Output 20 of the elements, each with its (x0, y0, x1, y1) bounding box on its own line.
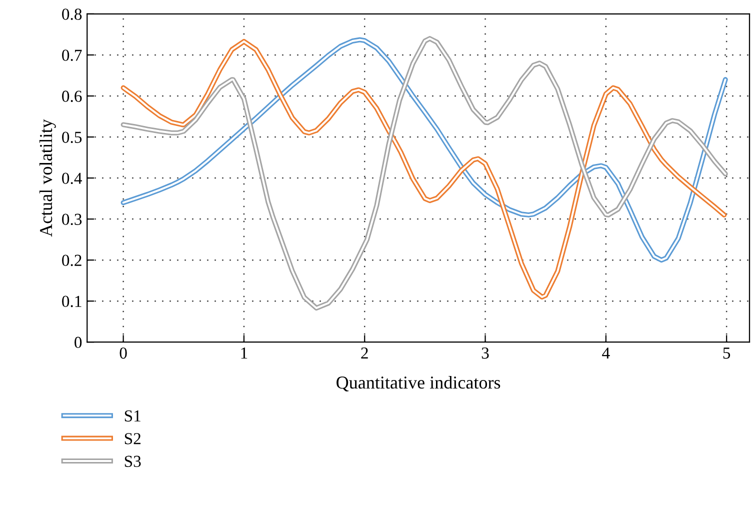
x-axis-title: Quantitative indicators (336, 376, 500, 392)
legend-label: S3 (124, 456, 141, 468)
y-tick-label: 0 (74, 336, 82, 348)
legend-label: S2 (124, 433, 140, 444)
y-tick-label: 0.4 (62, 172, 82, 184)
x-tick-label: 5 (723, 348, 730, 359)
y-tick-label: 0.3 (62, 214, 82, 226)
y-tick-label: 0.8 (62, 8, 82, 20)
legend-label: S1 (124, 410, 140, 422)
x-tick-label: 1 (241, 348, 248, 359)
x-tick-label: 4 (602, 348, 610, 359)
y-tick-label: 0.7 (62, 50, 82, 61)
x-tick-label: 2 (361, 348, 368, 359)
y-tick-label: 0.1 (62, 296, 82, 308)
x-tick-label: 3 (482, 348, 489, 359)
y-tick-label: 0.5 (62, 132, 82, 144)
x-tick-label: 0 (120, 347, 127, 359)
y-axis-title: Actual volatility (39, 119, 56, 237)
y-tick-label: 0.2 (62, 254, 82, 266)
y-tick-label: 0.6 (62, 90, 82, 102)
